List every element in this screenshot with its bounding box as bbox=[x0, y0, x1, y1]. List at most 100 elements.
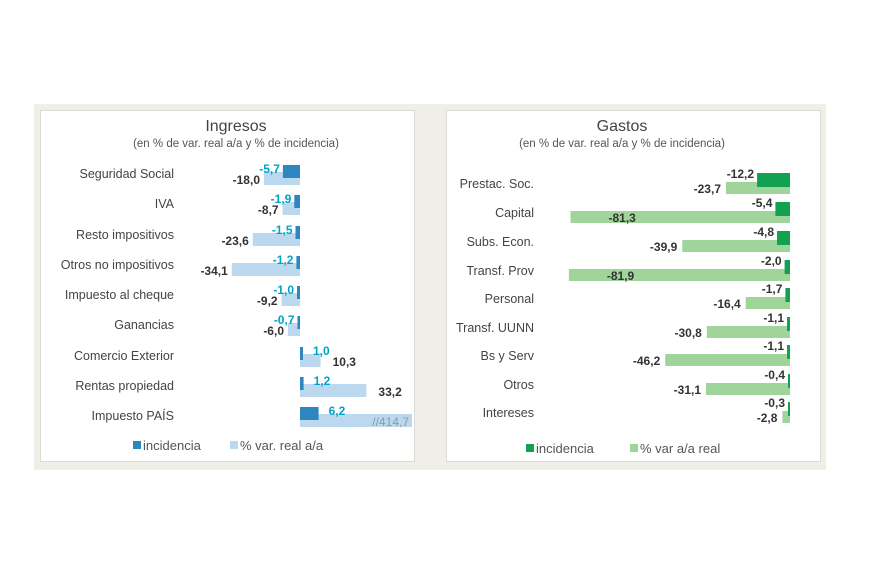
ingresos-title: Ingresos bbox=[205, 118, 266, 135]
bar-var-capital bbox=[570, 211, 790, 223]
label-incidencia-rentas-propiedad: 1,2 bbox=[314, 374, 331, 388]
label-var-bs-y-serv: -46,2 bbox=[633, 354, 661, 368]
label-incidencia-prestac-soc: -12,2 bbox=[727, 167, 755, 181]
bar-var-subs-econ bbox=[682, 240, 790, 252]
bar-var-bs-y-serv bbox=[665, 354, 790, 366]
label-var-ganancias: -6,0 bbox=[263, 324, 284, 338]
label-incidencia-capital: -5,4 bbox=[752, 196, 773, 210]
label-var-prestac-soc: -23,7 bbox=[694, 182, 722, 196]
bar-incidencia-bs-y-serv bbox=[787, 345, 790, 359]
label-var-subs-econ: -39,9 bbox=[650, 240, 678, 254]
bar-var-comercio-exterior bbox=[300, 354, 321, 367]
legend-var-swatch bbox=[230, 441, 238, 449]
label-var-resto-impositivos: -23,6 bbox=[221, 234, 249, 248]
label-var-rentas-propiedad: 33,2 bbox=[378, 385, 402, 399]
bar-var-transf-prov bbox=[568, 269, 790, 281]
label-incidencia-subs-econ: -4,8 bbox=[753, 225, 774, 239]
label-incidencia-resto-impositivos: -1,5 bbox=[272, 223, 293, 237]
label-incidencia-intereses: -0,3 bbox=[764, 396, 785, 410]
legend-var-label-gastos: % var a/a real bbox=[640, 441, 720, 456]
label-var-otros: -31,1 bbox=[674, 383, 702, 397]
bar-var-transf-uunn bbox=[706, 326, 790, 338]
label-var-otros-no-impositivos: -34,1 bbox=[200, 264, 228, 278]
ingresos-panel bbox=[40, 110, 415, 462]
category-label-impuesto-pais: Impuesto PAÍS bbox=[92, 408, 174, 423]
bar-incidencia-subs-econ bbox=[777, 231, 790, 245]
label-var-seguridad-social: -18,0 bbox=[233, 173, 261, 187]
label-incidencia-otros-no-impositivos: -1,2 bbox=[273, 253, 294, 267]
label-var-transf-uunn: -30,8 bbox=[674, 326, 702, 340]
label-incidencia-personal: -1,7 bbox=[762, 282, 783, 296]
label-var-impuesto-al-cheque: -9,2 bbox=[257, 294, 278, 308]
bar-incidencia-prestac-soc bbox=[757, 173, 790, 187]
legend-incidencia-swatch bbox=[133, 441, 141, 449]
label-incidencia-iva: -1,9 bbox=[271, 192, 292, 206]
bar-incidencia-intereses bbox=[788, 402, 790, 416]
gastos-title: Gastos bbox=[597, 118, 648, 135]
bar-var-intereses bbox=[782, 411, 790, 423]
label-var-capital: -81,3 bbox=[608, 211, 636, 225]
label-var-intereses: -2,8 bbox=[757, 411, 778, 425]
bar-incidencia-otros bbox=[788, 374, 790, 388]
bar-var-personal bbox=[745, 297, 790, 309]
category-label-iva: IVA bbox=[155, 197, 175, 211]
ingresos-subtitle: (en % de var. real a/a y % de incidencia… bbox=[133, 138, 339, 150]
label-var-impuesto-pais: //414,7 bbox=[372, 415, 409, 429]
category-label-rentas-propiedad: Rentas propiedad bbox=[75, 379, 174, 393]
category-label-otros: Otros bbox=[503, 378, 534, 392]
category-label-transf-uunn: Transf. UUNN bbox=[456, 321, 534, 335]
bar-incidencia-resto-impositivos bbox=[295, 226, 300, 239]
category-label-bs-y-serv: Bs y Serv bbox=[481, 349, 535, 363]
legend-incidencia-label-gastos: incidencia bbox=[536, 441, 595, 456]
label-incidencia-transf-prov: -2,0 bbox=[761, 254, 782, 268]
bar-var-otros-no-impositivos bbox=[231, 263, 300, 276]
bar-incidencia-impuesto-pais bbox=[300, 407, 319, 420]
bar-incidencia-ganancias bbox=[297, 316, 300, 329]
category-label-prestac-soc: Prestac. Soc. bbox=[460, 177, 534, 191]
bar-incidencia-capital bbox=[775, 202, 790, 216]
label-incidencia-impuesto-al-cheque: -1,0 bbox=[273, 283, 294, 297]
label-var-iva: -8,7 bbox=[258, 203, 279, 217]
legend-var-swatch-gastos bbox=[630, 444, 638, 452]
bar-var-otros bbox=[706, 383, 790, 395]
legend-var-label: % var. real a/a bbox=[240, 438, 324, 453]
category-label-comercio-exterior: Comercio Exterior bbox=[74, 349, 174, 363]
bar-incidencia-impuesto-al-cheque bbox=[297, 286, 300, 299]
category-label-personal: Personal bbox=[485, 292, 534, 306]
bar-var-impuesto-pais bbox=[300, 414, 412, 427]
category-label-resto-impositivos: Resto impositivos bbox=[76, 228, 174, 242]
label-incidencia-transf-uunn: -1,1 bbox=[763, 311, 784, 325]
gastos-subtitle: (en % de var. real a/a y % de incidencia… bbox=[519, 138, 725, 150]
bar-incidencia-transf-uunn bbox=[787, 317, 790, 331]
category-label-otros-no-impositivos: Otros no impositivos bbox=[61, 258, 174, 272]
bar-var-ganancias bbox=[288, 323, 300, 336]
bar-incidencia-rentas-propiedad bbox=[300, 377, 304, 390]
label-incidencia-otros: -0,4 bbox=[764, 368, 785, 382]
category-label-impuesto-al-cheque: Impuesto al cheque bbox=[65, 288, 174, 302]
bar-incidencia-personal bbox=[785, 288, 790, 302]
label-incidencia-comercio-exterior: 1,0 bbox=[313, 344, 330, 358]
label-var-comercio-exterior: 10,3 bbox=[333, 355, 357, 369]
bar-var-rentas-propiedad bbox=[300, 384, 367, 397]
category-label-ganancias: Ganancias bbox=[114, 318, 174, 332]
gastos-panel bbox=[446, 110, 821, 462]
bar-incidencia-comercio-exterior bbox=[300, 347, 303, 360]
bar-var-resto-impositivos bbox=[252, 233, 300, 246]
category-label-capital: Capital bbox=[495, 206, 534, 220]
bar-incidencia-iva bbox=[294, 195, 300, 208]
label-var-transf-prov: -81,9 bbox=[607, 269, 635, 283]
category-label-intereses: Intereses bbox=[483, 406, 534, 420]
bar-incidencia-seguridad-social bbox=[282, 165, 300, 178]
category-label-seguridad-social: Seguridad Social bbox=[79, 167, 174, 181]
bar-var-impuesto-al-cheque bbox=[281, 293, 300, 306]
label-incidencia-ganancias: -0,7 bbox=[274, 313, 295, 327]
legend-incidencia-label: incidencia bbox=[143, 438, 202, 453]
label-var-personal: -16,4 bbox=[713, 297, 741, 311]
label-incidencia-seguridad-social: -5,7 bbox=[259, 162, 280, 176]
category-label-subs-econ: Subs. Econ. bbox=[467, 235, 534, 249]
bar-incidencia-otros-no-impositivos bbox=[296, 256, 300, 269]
bar-incidencia-transf-prov bbox=[784, 260, 790, 274]
category-label-transf-prov: Transf. Prov bbox=[466, 264, 534, 278]
label-incidencia-bs-y-serv: -1,1 bbox=[763, 339, 784, 353]
